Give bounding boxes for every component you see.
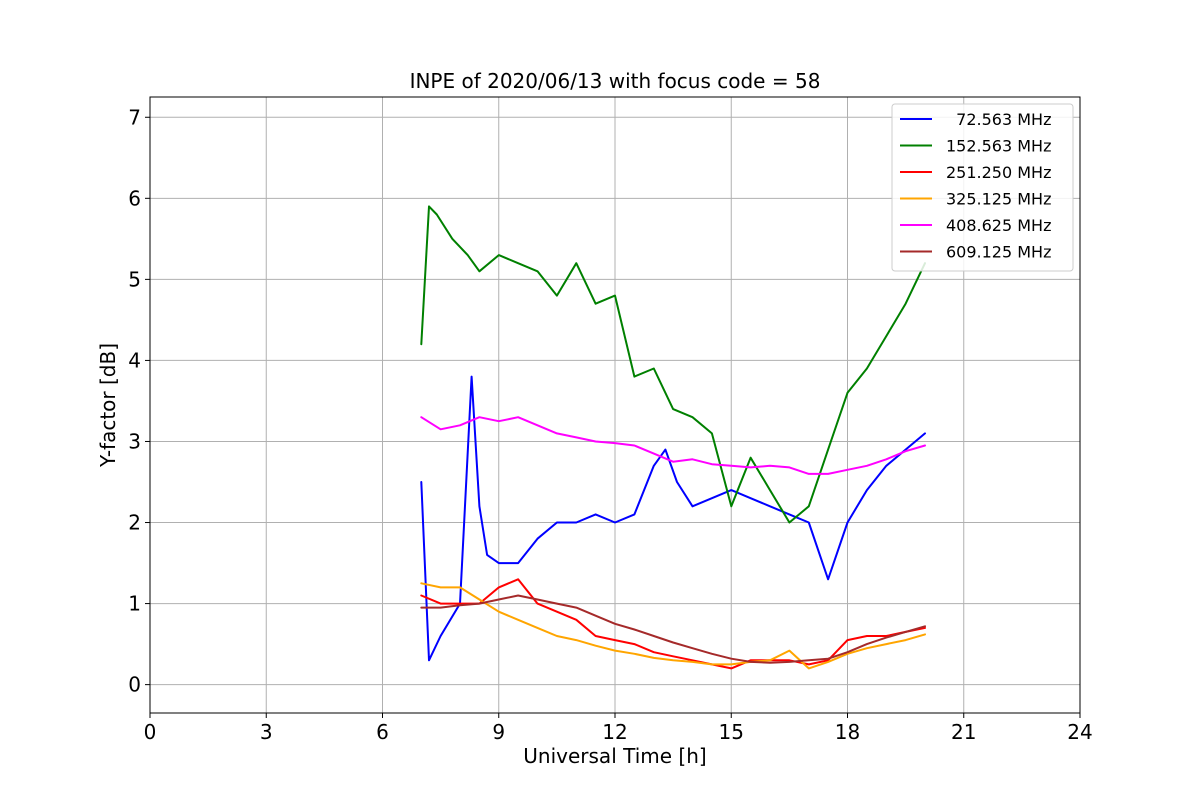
x-tick-label: 9 bbox=[492, 720, 505, 744]
legend-box bbox=[891, 103, 1074, 272]
series-line-0 bbox=[420, 375, 926, 662]
y-tick-label: 6 bbox=[128, 186, 141, 210]
y-tick-label: 1 bbox=[128, 592, 141, 616]
series-layer bbox=[420, 205, 926, 670]
y-tick-label: 3 bbox=[128, 429, 141, 453]
series-line-2 bbox=[420, 578, 926, 670]
legend: 72.563 MHz 152.563 MHz 251.250 MHz 325.125 … bbox=[891, 103, 1074, 272]
chart-title: INPE of 2020/06/13 with focus code = 58 bbox=[410, 69, 821, 93]
x-tick-label: 6 bbox=[376, 720, 389, 744]
y-axis-label: Y-factor [dB] bbox=[96, 343, 120, 468]
x-axis-label: Universal Time [h] bbox=[523, 744, 706, 768]
x-tick-label: 12 bbox=[602, 720, 627, 744]
legend-label: 251.250 MHz bbox=[946, 163, 1051, 182]
y-tick-label: 0 bbox=[128, 673, 141, 697]
legend-label: 609.125 MHz bbox=[946, 243, 1051, 262]
legend-label: 72.563 MHz bbox=[946, 110, 1051, 129]
x-tick-label: 3 bbox=[260, 720, 273, 744]
x-tick-label: 21 bbox=[951, 720, 976, 744]
x-tick-label: 0 bbox=[144, 720, 157, 744]
y-tick-label: 5 bbox=[128, 267, 141, 291]
legend-label: 152.563 MHz bbox=[946, 137, 1051, 156]
series-line-4 bbox=[420, 416, 926, 475]
x-tick-label: 24 bbox=[1067, 720, 1092, 744]
y-tick-label: 7 bbox=[128, 105, 141, 129]
series-line-5 bbox=[420, 594, 926, 664]
y-tick-label: 2 bbox=[128, 511, 141, 535]
x-tick-label: 15 bbox=[719, 720, 744, 744]
y-tick-label: 4 bbox=[128, 348, 141, 372]
series-line-3 bbox=[420, 582, 926, 670]
legend-label: 325.125 MHz bbox=[946, 190, 1051, 209]
legend-label: 408.625 MHz bbox=[946, 216, 1051, 235]
x-tick-label: 18 bbox=[835, 720, 860, 744]
series-line-1 bbox=[420, 205, 926, 524]
